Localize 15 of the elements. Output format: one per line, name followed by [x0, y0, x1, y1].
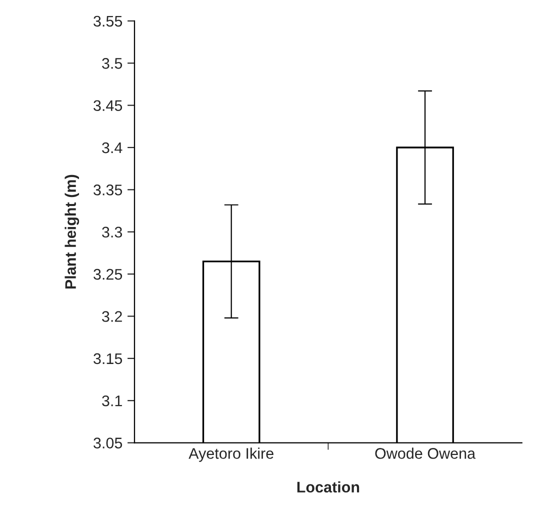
- y-tick-label: 3.5: [102, 58, 122, 69]
- y-tick-label: 3.25: [94, 268, 122, 280]
- y-tick-label: 3.35: [94, 184, 122, 196]
- x-tick-label: Ayetoro Ikire: [188, 448, 274, 462]
- y-tick-label: 3.05: [94, 438, 122, 448]
- y-tick-label: 3.1: [102, 395, 122, 406]
- y-tick-label: 3.3: [102, 226, 122, 238]
- y-tick-label: 3.55: [94, 16, 122, 27]
- y-tick-label: 3.4: [102, 142, 122, 154]
- y-tick-label: 3.45: [94, 100, 122, 112]
- y-tick-label: 3.15: [94, 353, 122, 364]
- y-tick-label: 3.2: [102, 311, 122, 322]
- x-axis-title: Location: [297, 481, 360, 493]
- x-tick-label: Owode Owena: [375, 448, 476, 459]
- y-axis-title: Plant height (m): [64, 174, 80, 289]
